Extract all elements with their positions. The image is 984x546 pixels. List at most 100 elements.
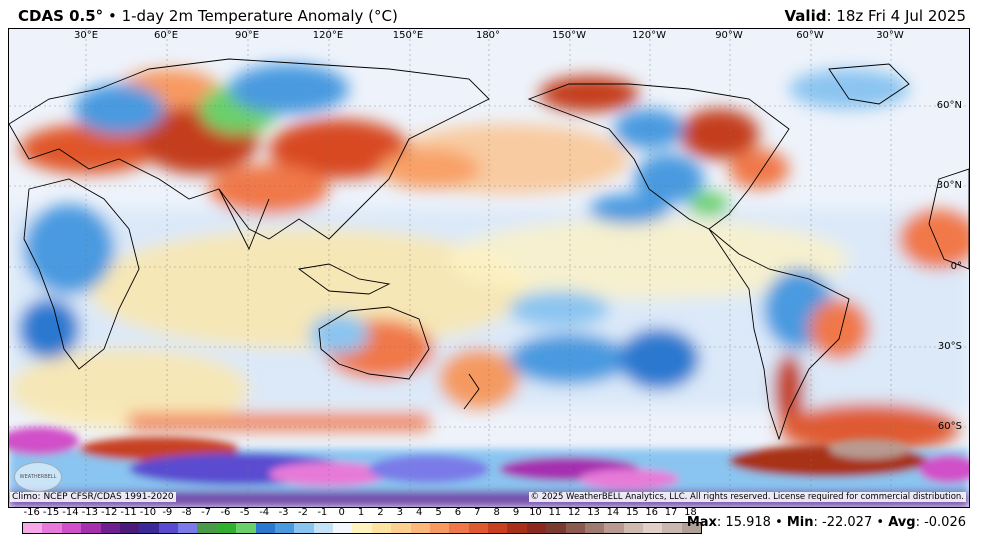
colorbar-label: 0 (338, 507, 345, 518)
title-separator: • (107, 7, 117, 25)
colorbar-swatch (61, 523, 82, 533)
colorbar-label: 10 (529, 507, 542, 518)
colorbar-label: -12 (101, 507, 118, 518)
lat-label-60n: 60°N (936, 100, 962, 111)
colorbar-label: 18 (684, 507, 697, 518)
colorbar-swatch (681, 523, 702, 533)
colorbar-label: -1 (317, 507, 328, 518)
colorbar-swatch (119, 523, 140, 533)
colorbar-swatch (42, 523, 62, 533)
anomaly-map (8, 28, 970, 508)
colorbar-swatch (488, 523, 508, 533)
colorbar-label: -4 (259, 507, 270, 518)
colorbar-swatch (565, 523, 585, 533)
colorbar-swatch (255, 523, 275, 533)
colorbar-swatch (526, 523, 547, 533)
colorbar-label: -9 (162, 507, 173, 518)
colorbar-swatch (662, 523, 682, 533)
colorbar-swatch (81, 523, 101, 533)
lon-label-30w: 30°W (876, 30, 904, 41)
max-label: Max (686, 515, 717, 530)
colorbar-label: -5 (239, 507, 250, 518)
colorbar-swatch (197, 523, 217, 533)
colorbar-label: 4 (416, 507, 423, 518)
colorbar-label: -13 (81, 507, 98, 518)
colorbar-swatch (352, 523, 372, 533)
lat-label-60s: 60°S (937, 421, 962, 432)
colorbar-label: -7 (201, 507, 212, 518)
avg-label: Avg (888, 515, 916, 530)
avg-value: : -0.026 (915, 515, 966, 530)
colorbar-swatch (158, 523, 178, 533)
min-value: : -22.027 (813, 515, 873, 530)
colorbar-swatch (216, 523, 237, 533)
colorbar-swatch (294, 523, 314, 533)
colorbar-label: 8 (493, 507, 500, 518)
max-value: : 15.918 (716, 515, 771, 530)
colorbar-swatch (313, 523, 333, 533)
colorbar-swatch (429, 523, 450, 533)
anomaly-map-canvas (9, 29, 969, 507)
colorbar-label: -8 (181, 507, 192, 518)
colorbar-label: 7 (474, 507, 481, 518)
lon-label-90w: 90°W (715, 30, 743, 41)
colorbar-swatch (333, 523, 353, 533)
map-title: CDAS 0.5° • 1-day 2m Temperature Anomaly… (18, 7, 398, 25)
colorbar-label: 13 (587, 507, 600, 518)
colorbar-swatch (236, 523, 256, 533)
colorbar-swatch (100, 523, 120, 533)
colorbar-swatch (546, 523, 566, 533)
colorbar-swatch (584, 523, 605, 533)
colorbar-swatch (449, 523, 469, 533)
lon-label-120e: 120°E (312, 30, 344, 41)
coastlines (9, 58, 969, 441)
colorbar-swatch (274, 523, 295, 533)
lat-label-30n: 30°N (936, 180, 962, 191)
colorbar-label: 14 (606, 507, 620, 518)
climo-note: Climo: NCEP CFSR/CDAS 1991-2020 (10, 492, 176, 502)
colorbar-label: 16 (645, 507, 659, 518)
colorbar-swatch (178, 523, 198, 533)
colorbar-label: -3 (278, 507, 289, 518)
colorbar-swatch (139, 523, 159, 533)
colorbar-label: -6 (220, 507, 231, 518)
colorbar-label: 9 (512, 507, 520, 518)
colorbar-label: 17 (664, 507, 678, 518)
lat-label-30s: 30°S (937, 341, 962, 352)
colorbar-label: 12 (567, 507, 581, 518)
colorbar-label: -14 (62, 507, 79, 518)
colorbar-label: 5 (435, 507, 442, 518)
product-name: 1-day 2m Temperature Anomaly (°C) (121, 7, 398, 25)
stats-sep-1: • (775, 515, 783, 530)
colorbar-label: -11 (120, 507, 137, 518)
colorbar-swatch (410, 523, 430, 533)
colorbar-label: 6 (454, 507, 462, 518)
colorbar-label: 2 (377, 507, 384, 518)
colorbar-swatch (371, 523, 392, 533)
colorbar-swatch (23, 523, 43, 533)
lat-label-0: 0° (950, 261, 962, 272)
lon-label-60e: 60°E (153, 30, 179, 41)
field-stats: Max: 15.918 • Min: -22.027 • Avg: -0.026 (687, 515, 966, 530)
colorbar-label: 3 (396, 507, 403, 518)
colorbar-label: 15 (625, 507, 639, 518)
lon-label-90e: 90°E (234, 30, 260, 41)
colorbar-label: 11 (548, 507, 562, 518)
colorbar-swatch (623, 523, 643, 533)
colorbar-swatch (507, 523, 527, 533)
colorbar (22, 522, 702, 534)
weatherbell-logo: WEATHERBELL (14, 462, 62, 492)
colorbar-label: 1 (357, 507, 365, 518)
model-name: CDAS 0.5° (18, 7, 104, 25)
colorbar-swatch (643, 523, 663, 533)
lon-label-60w: 60°W (796, 30, 824, 41)
colorbar-label: -10 (139, 507, 157, 518)
min-label: Min (786, 515, 814, 530)
lon-label-150e: 150°E (392, 30, 424, 41)
copyright-note: © 2025 WeatherBELL Analytics, LLC. All r… (528, 492, 966, 502)
colorbar-swatch (468, 523, 488, 533)
colorbar-labels: -16 -15 -14 -13 -12 -11 -10 -9 -8 -7 -6 -5 -4 -3 -2 -1 0… (22, 507, 700, 518)
lon-label-150w: 150°W (552, 30, 586, 41)
colorbar-label: -15 (42, 507, 60, 518)
lon-label-180: 180° (475, 30, 501, 41)
